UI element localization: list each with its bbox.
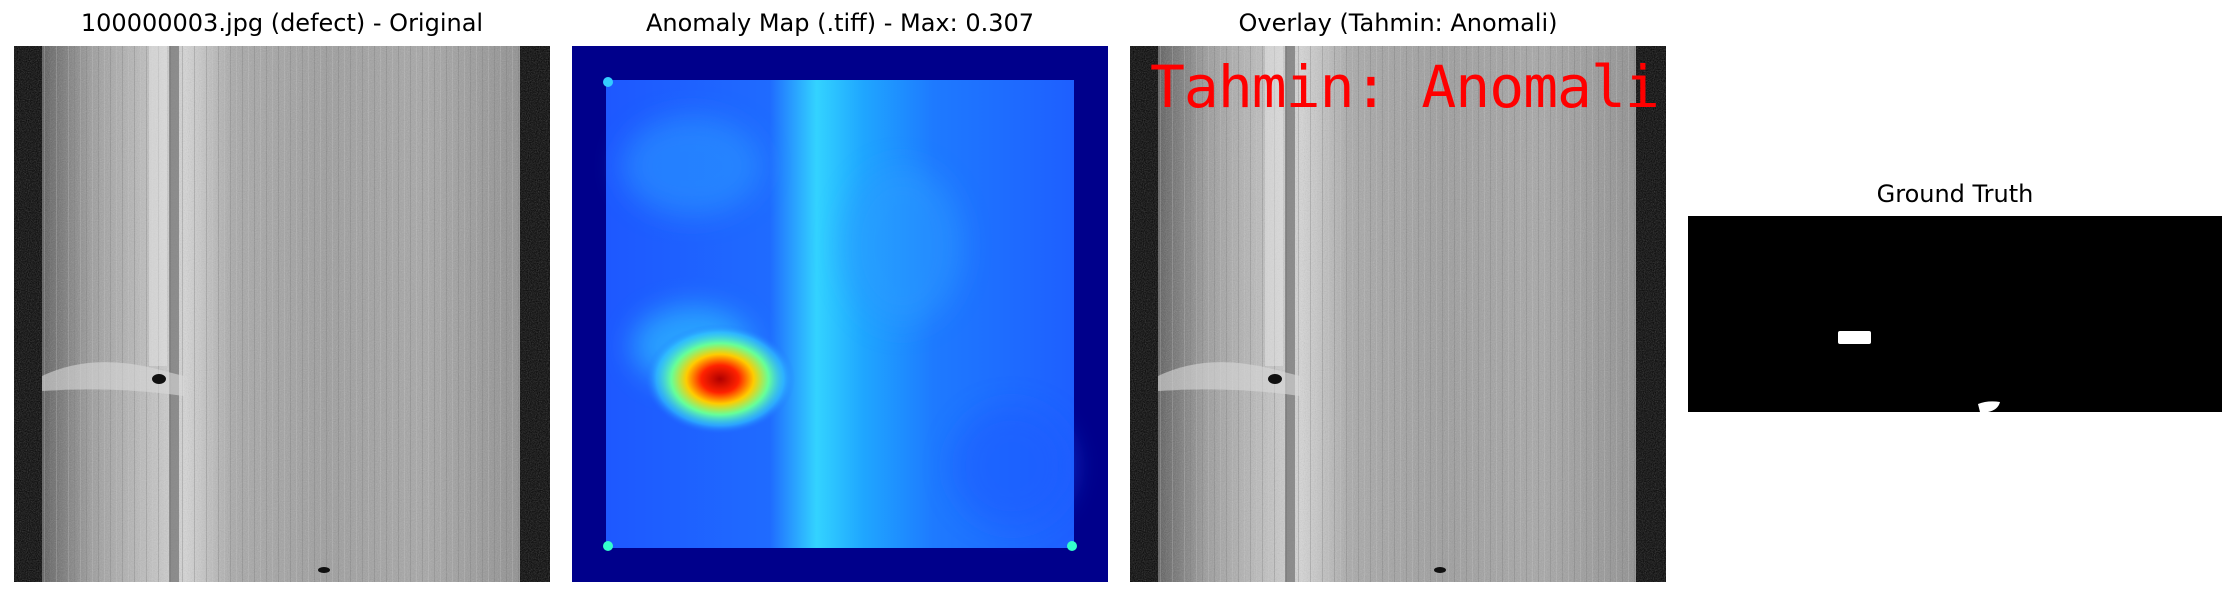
overlay-image: Tahmin: Anomali (0 [1130, 46, 1666, 582]
ground-truth-mask [1688, 216, 2222, 412]
anomaly-map-title: Anomaly Map (.tiff) - Max: 0.307 [645, 9, 1035, 37]
ground-truth-title: Ground Truth [1876, 180, 2034, 208]
mask-region-1 [1838, 331, 1871, 344]
original-image-title: 100000003.jpg (defect) - Original [80, 9, 484, 37]
original-image [14, 46, 550, 582]
overlay-title: Overlay (Tahmin: Anomali) [1238, 9, 1558, 37]
prediction-overlay-text: Tahmin: Anomali (0 [1150, 53, 1666, 121]
anomaly-heatmap [572, 46, 1108, 582]
mask-region-2 [1978, 401, 2000, 412]
